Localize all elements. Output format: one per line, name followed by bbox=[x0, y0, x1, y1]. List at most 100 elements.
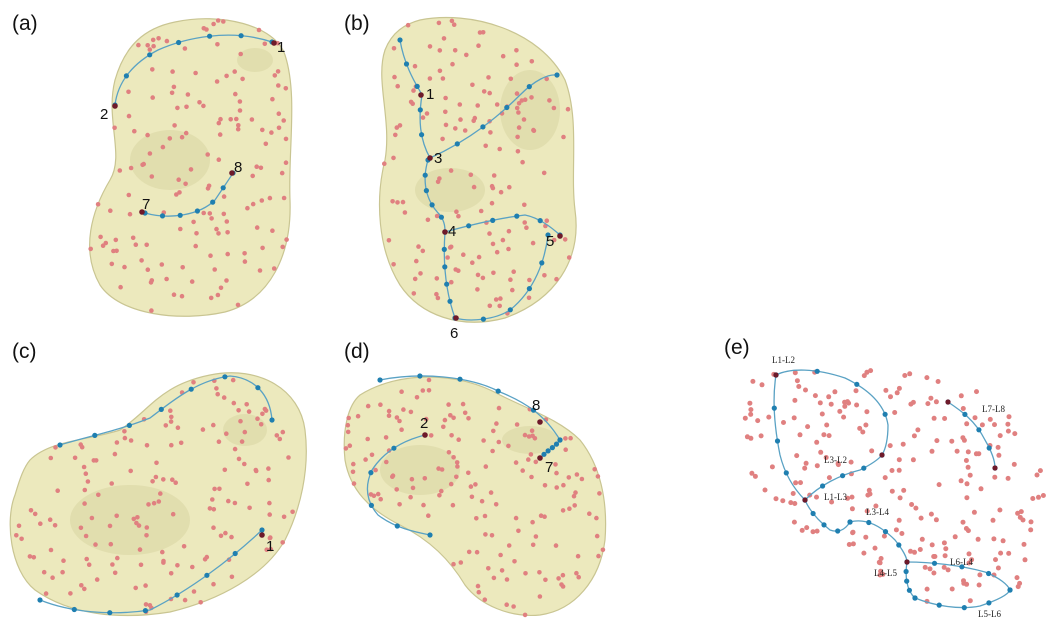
semilandmark-dot bbox=[250, 201, 256, 207]
curve-point bbox=[269, 417, 275, 423]
semilandmark-dot bbox=[924, 586, 930, 592]
semilandmark-dot bbox=[896, 517, 902, 523]
semilandmark-dot bbox=[924, 375, 930, 381]
curve-c-base bbox=[39, 529, 263, 614]
semilandmark-dot bbox=[201, 103, 206, 109]
semilandmark-dot bbox=[207, 211, 213, 216]
curve-point bbox=[207, 33, 213, 39]
semilandmark-dot bbox=[449, 279, 454, 285]
semilandmark-dot bbox=[516, 125, 522, 130]
semilandmark-dot bbox=[794, 453, 800, 459]
semilandmark-dot bbox=[426, 388, 432, 393]
curve-point bbox=[906, 587, 913, 593]
semilandmark-dot bbox=[892, 410, 898, 415]
semilandmark-dot bbox=[210, 497, 215, 502]
semilandmark-dot bbox=[556, 576, 561, 581]
semilandmark-dot bbox=[283, 136, 289, 142]
semilandmark-dot bbox=[43, 591, 49, 596]
semilandmark-dot bbox=[457, 102, 463, 107]
semilandmark-dot bbox=[218, 533, 224, 539]
semilandmark-dot bbox=[929, 448, 935, 454]
semilandmark-dot bbox=[185, 92, 191, 97]
semilandmark-dot bbox=[462, 128, 468, 133]
semilandmark-dot bbox=[184, 104, 189, 110]
semilandmark-dot bbox=[167, 136, 173, 141]
curve-point bbox=[438, 214, 444, 220]
semilandmark-dot bbox=[448, 481, 454, 487]
semilandmark-dot bbox=[792, 370, 798, 376]
semilandmark-dot bbox=[864, 409, 870, 415]
semilandmark-dot bbox=[488, 130, 493, 135]
semilandmark-dot bbox=[149, 278, 155, 283]
semilandmark-dot bbox=[89, 515, 95, 521]
curve-e-left bbox=[773, 374, 806, 501]
semilandmark-dot bbox=[1034, 472, 1040, 478]
curve-point bbox=[882, 411, 888, 417]
semilandmark-dot bbox=[378, 496, 384, 502]
semilandmark-dot bbox=[849, 494, 855, 500]
semilandmark-dot bbox=[780, 498, 786, 504]
curve-point bbox=[204, 572, 210, 578]
semilandmark-dot bbox=[928, 395, 934, 401]
semilandmark-dot bbox=[170, 477, 175, 483]
semilandmark-dot bbox=[449, 433, 454, 438]
semilandmark-dot bbox=[242, 251, 247, 256]
semilandmark-dot bbox=[47, 517, 53, 522]
semilandmark-dot bbox=[927, 566, 933, 572]
semilandmark-dot bbox=[221, 19, 226, 24]
semilandmark-dot bbox=[420, 388, 426, 393]
semilandmark-dot bbox=[409, 476, 415, 482]
semilandmark-dot bbox=[1014, 575, 1020, 581]
semilandmark-dot bbox=[489, 533, 495, 538]
semilandmark-dot bbox=[183, 181, 188, 187]
semilandmark-dot bbox=[211, 422, 216, 428]
semilandmark-dot bbox=[267, 512, 273, 517]
semilandmark-dot bbox=[742, 415, 748, 421]
curve-point bbox=[821, 522, 827, 528]
landmark-b-1 bbox=[418, 92, 424, 98]
semilandmark-dot bbox=[952, 534, 958, 540]
curve-point bbox=[441, 246, 447, 252]
semilandmark-dot bbox=[13, 533, 19, 538]
curve-point bbox=[514, 213, 520, 219]
semilandmark-dot bbox=[270, 96, 275, 102]
semilandmark-dot bbox=[990, 517, 996, 523]
semilandmark-dot bbox=[393, 132, 398, 138]
semilandmark-dot bbox=[475, 287, 480, 292]
semilandmark-dot bbox=[150, 479, 155, 484]
semilandmark-dot bbox=[383, 435, 389, 440]
semilandmark-dot bbox=[156, 36, 161, 41]
semilandmark-dot bbox=[178, 440, 184, 446]
semilandmark-dot bbox=[427, 44, 433, 49]
semilandmark-dot bbox=[451, 22, 457, 28]
semilandmark-dot bbox=[214, 79, 220, 84]
semilandmark-dot bbox=[850, 541, 856, 547]
semilandmark-dot bbox=[793, 480, 799, 486]
semilandmark-dot bbox=[538, 513, 544, 518]
curve-point bbox=[123, 73, 129, 79]
semilandmark-dot bbox=[476, 589, 482, 595]
semilandmark-dot bbox=[450, 502, 456, 508]
semilandmark-dot bbox=[281, 118, 287, 123]
semilandmark-dot bbox=[494, 421, 499, 426]
semilandmark-dot bbox=[147, 47, 153, 52]
curve-points-c bbox=[37, 374, 275, 616]
semilandmark-dot bbox=[1030, 496, 1036, 501]
semilandmark-dot bbox=[475, 583, 481, 589]
semilandmark-dot bbox=[910, 399, 916, 405]
semilandmark-dot bbox=[547, 98, 552, 103]
semilandmark-dot bbox=[972, 415, 978, 421]
landmark-e-l3 bbox=[802, 497, 808, 503]
semilandmark-dot bbox=[468, 484, 474, 489]
semilandmark-dot bbox=[522, 220, 527, 225]
semilandmark-dot bbox=[274, 433, 280, 438]
semilandmark-dot bbox=[936, 482, 942, 488]
curve-point bbox=[539, 260, 545, 266]
semilandmark-dot bbox=[420, 115, 426, 120]
curve-point bbox=[986, 600, 992, 606]
semilandmark-dot bbox=[170, 69, 175, 74]
semilandmark-dot bbox=[369, 452, 375, 458]
semilandmark-dot bbox=[530, 240, 536, 246]
semilandmark-dot bbox=[103, 240, 109, 246]
semilandmark-dot bbox=[932, 554, 938, 559]
